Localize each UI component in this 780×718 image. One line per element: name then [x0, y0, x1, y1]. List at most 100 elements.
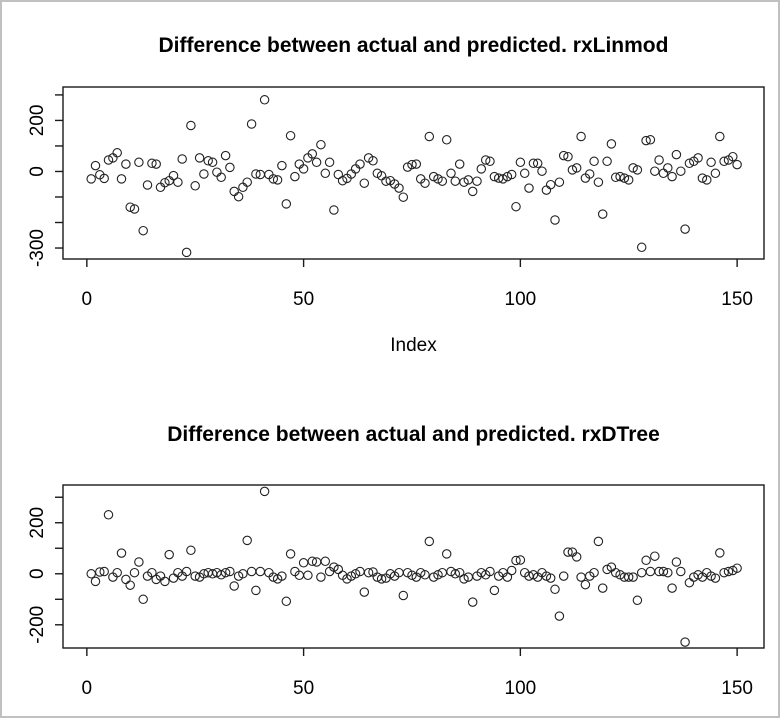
- data-point: [550, 215, 560, 225]
- data-point: [545, 179, 556, 190]
- x-tick-label: 150: [721, 678, 753, 699]
- data-point: [645, 135, 656, 145]
- data-point: [680, 224, 690, 234]
- data-point: [298, 164, 309, 174]
- data-point: [441, 549, 452, 559]
- data-point: [506, 565, 517, 576]
- data-point: [511, 555, 521, 566]
- data-point: [415, 567, 426, 578]
- x-tick-label: 0: [82, 678, 93, 699]
- data-point: [658, 168, 669, 179]
- data-point: [641, 555, 651, 566]
- data-point: [363, 567, 374, 578]
- data-point: [177, 154, 187, 164]
- data-point: [706, 157, 716, 168]
- data-point: [650, 551, 660, 561]
- data-point: [502, 572, 513, 582]
- data-point: [216, 172, 226, 183]
- y-tick-label: 0: [27, 166, 48, 177]
- data-point: [307, 556, 318, 567]
- data-point: [324, 157, 335, 168]
- data-point: [112, 567, 122, 578]
- data-point: [337, 175, 348, 186]
- data-point: [671, 149, 682, 160]
- data-point: [316, 572, 326, 582]
- data-point: [359, 587, 370, 597]
- data-point: [623, 175, 634, 185]
- data-point: [597, 583, 608, 593]
- data-point: [95, 567, 105, 577]
- data-point: [103, 155, 114, 165]
- data-point: [311, 157, 322, 168]
- data-point: [554, 177, 565, 187]
- data-point: [532, 158, 543, 169]
- data-point: [636, 567, 647, 578]
- data-point: [623, 572, 634, 582]
- data-point: [702, 175, 712, 185]
- data-point: [563, 151, 573, 162]
- data-point: [99, 173, 109, 184]
- data-point: [116, 548, 127, 558]
- data-point: [238, 182, 248, 193]
- chart-rxlinmod: 0 50 100 150 -300 0 200: [27, 86, 765, 310]
- data-point: [220, 150, 231, 161]
- data-point: [190, 181, 200, 191]
- data-point: [368, 156, 378, 166]
- data-point: [121, 159, 131, 169]
- data-point: [571, 163, 582, 173]
- data-point: [277, 160, 287, 171]
- y-tick-label: 200: [27, 507, 48, 539]
- data-point: [450, 176, 461, 186]
- data-point: [173, 177, 183, 187]
- data-point: [450, 569, 461, 579]
- y-tick-label: 200: [27, 105, 48, 137]
- x-tick-label: 100: [505, 678, 537, 699]
- data-point: [90, 160, 101, 171]
- data-point: [524, 183, 534, 193]
- data-point: [671, 557, 682, 567]
- data-point: [255, 566, 266, 577]
- data-point: [485, 156, 495, 167]
- data-point: [541, 185, 552, 195]
- data-point: [680, 637, 690, 647]
- data-point: [610, 567, 621, 578]
- data-point: [86, 174, 96, 184]
- data-point: [550, 584, 560, 595]
- data-point: [225, 566, 235, 577]
- data-point: [663, 163, 673, 173]
- data-point: [567, 165, 578, 175]
- data-point: [242, 535, 252, 546]
- data-point: [632, 165, 643, 175]
- plot-box: [62, 86, 765, 260]
- data-point: [446, 168, 456, 179]
- data-point: [229, 581, 239, 591]
- data-point: [576, 131, 586, 142]
- data-point: [281, 596, 292, 607]
- data-point: [181, 247, 192, 258]
- data-point: [589, 156, 599, 167]
- data-point: [558, 571, 569, 581]
- data-point: [333, 169, 344, 180]
- data-point: [580, 579, 591, 590]
- data-point: [411, 159, 422, 169]
- data-point: [259, 486, 270, 497]
- data-point: [359, 178, 370, 188]
- data-point: [663, 567, 673, 578]
- data-point: [320, 168, 331, 179]
- data-point: [186, 120, 196, 131]
- data-point: [164, 549, 174, 560]
- data-point: [541, 571, 552, 581]
- data-point: [168, 170, 179, 181]
- y-tick-label: 0: [27, 568, 48, 579]
- data-point: [242, 177, 252, 187]
- data-point: [684, 577, 695, 588]
- data-point: [168, 573, 179, 583]
- data-point: [593, 536, 604, 547]
- data-point: [329, 562, 339, 572]
- data-point: [476, 164, 487, 174]
- data-point: [99, 566, 109, 577]
- data-point: [246, 566, 257, 577]
- data-point: [554, 611, 565, 621]
- data-point: [238, 569, 248, 579]
